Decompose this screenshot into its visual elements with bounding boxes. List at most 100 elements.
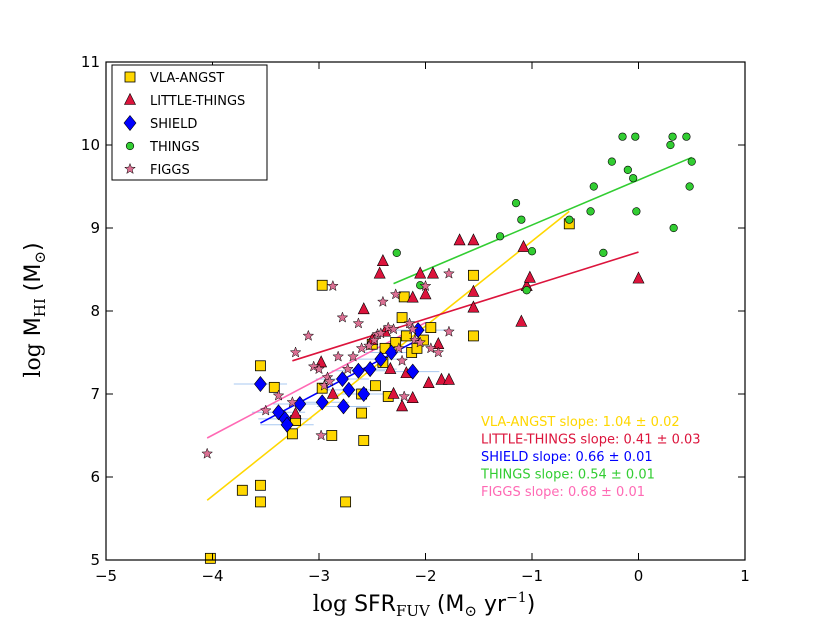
figgs-point (387, 323, 400, 335)
x-axis-title-sub: FUV (396, 602, 431, 620)
shield-point (357, 386, 371, 402)
vla-angst-point (326, 430, 338, 441)
figgs-point (389, 288, 402, 300)
axis-ticks: −5 −4 −3 −2 −1 0 1 5 6 7 8 9 10 11 (81, 53, 750, 585)
little-things-point (523, 270, 536, 283)
things-point (623, 165, 632, 174)
little-things-point (419, 287, 432, 300)
legend-marker-little-things (124, 92, 136, 105)
figgs-point (326, 279, 339, 292)
figgs-point (368, 333, 381, 346)
little-things-point (453, 233, 466, 246)
vla-angst-point (268, 381, 280, 393)
slope-annotation: SHIELD slope: 0.66 ± 0.01 (481, 450, 653, 465)
things-fit-line (393, 156, 693, 285)
figgs-point (347, 350, 359, 362)
legend-marker-vla-angst (124, 71, 136, 83)
x-axis-title-unit-rest: yr (477, 592, 507, 617)
shield-point (315, 394, 329, 411)
figgs-point (272, 389, 285, 401)
y-axis-title-main: M (21, 317, 46, 336)
y-axis-title-prefix: log (21, 336, 46, 377)
plot-area (201, 132, 696, 564)
legend-label-shield: SHIELD (150, 117, 197, 132)
things-point (685, 182, 694, 191)
things-point (682, 132, 691, 141)
figgs-point (336, 311, 349, 323)
little-things-point (442, 372, 455, 385)
y-tick-label: 8 (90, 302, 100, 320)
little-things-point (406, 390, 419, 403)
y-tick-label: 5 (90, 551, 100, 569)
vla-angst-point (356, 407, 368, 419)
slope-annotation: VLA-ANGST slope: 1.04 ± 0.02 (481, 415, 680, 430)
legend-label-things: THINGS (149, 140, 200, 155)
little-things-point (517, 239, 530, 252)
x-tick-label: −4 (201, 567, 223, 585)
little-things-point (426, 266, 439, 279)
things-point (589, 182, 598, 191)
figgs-point (419, 279, 432, 292)
figgs-point (376, 295, 389, 307)
vla-angst-point (358, 435, 370, 446)
figgs-point (392, 342, 405, 354)
y-tick-label: 6 (90, 468, 100, 486)
little-things-point (373, 266, 386, 279)
x-axis-title-prefix: log (313, 592, 354, 617)
slope-annotation: FIGGS slope: 0.68 ± 0.01 (481, 485, 645, 500)
little-things-point (396, 399, 409, 412)
figgs-point (398, 390, 411, 402)
figgs-point (363, 339, 375, 351)
shield-point (385, 344, 398, 361)
figgs-point (201, 447, 214, 459)
x-axis-title-unit-close: ) (527, 592, 536, 617)
figgs-point (323, 375, 336, 387)
figgs-point (424, 342, 437, 354)
little-things-fit-line (292, 251, 639, 362)
shield-point (363, 361, 377, 378)
figgs-point (382, 321, 395, 333)
vla-angst-point (417, 334, 429, 346)
figgs-point (414, 336, 427, 348)
x-axis-title-unit-sun: ⊙ (464, 602, 477, 620)
legend-label-vla-angst: VLA-ANGST (150, 71, 224, 86)
little-things-point (422, 376, 435, 389)
little-things-point (467, 284, 480, 297)
vla-angst-point (286, 428, 298, 440)
figgs-point (396, 354, 408, 366)
x-axis-title-main: SFR (354, 592, 396, 617)
figgs-point (443, 267, 455, 279)
figgs-point (352, 317, 365, 329)
x-tick-label: −5 (95, 567, 117, 585)
vla-angst-point (425, 322, 437, 334)
vla-angst-point (340, 496, 352, 508)
things-point (632, 207, 641, 216)
figgs-point (355, 342, 368, 354)
shield-point (337, 398, 350, 415)
vla-angst-point (255, 496, 266, 508)
little-things-point (435, 372, 448, 385)
vla-angst-point (255, 479, 266, 491)
y-axis-title: log MHI (M⊙) (21, 242, 49, 377)
things-point (666, 140, 675, 150)
things-point (668, 132, 677, 141)
things-point (495, 232, 505, 241)
figgs-point (289, 346, 302, 358)
legend: VLA-ANGST LITTLE-THINGS SHIELD THINGS FIGGS (111, 64, 268, 181)
little-things-point (384, 361, 397, 374)
things-point (631, 132, 640, 141)
y-axis-title-unit-open: (M (21, 264, 46, 299)
figgs-point (374, 327, 387, 339)
things-point (607, 157, 616, 166)
shield-point (336, 371, 349, 388)
x-tick-label: −3 (308, 567, 330, 585)
shield-point (342, 381, 356, 398)
x-tick-label: −2 (414, 567, 436, 585)
figgs-point (408, 333, 421, 346)
vla-angst-point (400, 330, 412, 342)
x-axis-title-sup: −1 (506, 590, 527, 606)
little-things-point (289, 406, 302, 419)
y-tick-label: 7 (90, 385, 100, 403)
y-axis-title-sub: HI (31, 298, 49, 317)
figgs-point (302, 329, 315, 341)
